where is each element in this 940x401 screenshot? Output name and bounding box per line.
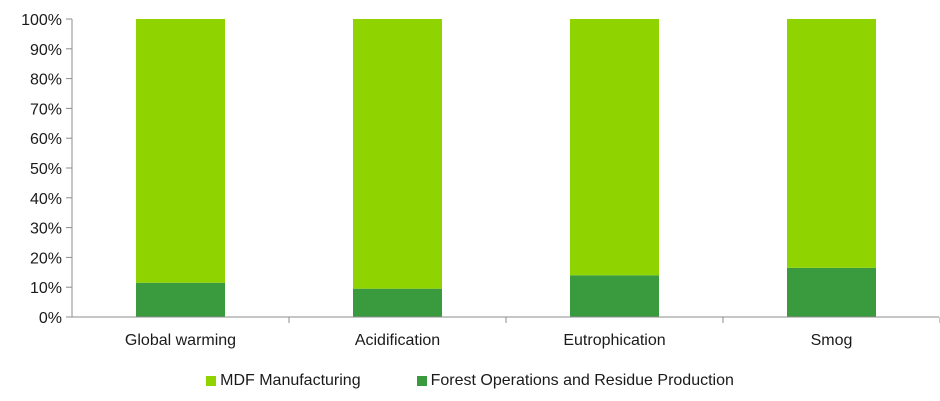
bar-smog-mdf-manufacturing <box>787 19 876 268</box>
legend-swatch-forest-operations <box>416 376 427 386</box>
bar-acidification-mdf-manufacturing <box>353 19 442 289</box>
y-tick-label: 20% <box>30 250 62 267</box>
y-tick-label: 0% <box>39 310 62 327</box>
ticks-layer: Global warming Acidification Eutrophicatio… <box>21 12 940 349</box>
legend-label-mdf-manufacturing: MDF Manufacturing <box>220 372 361 389</box>
legend-swatch-mdf-manufacturing <box>206 376 217 386</box>
x-tick-label-acidification: Acidification <box>355 332 440 349</box>
y-tick-label: 50% <box>30 161 62 178</box>
bar-acidification-forest-operations-and-residue-production <box>353 288 442 317</box>
x-tick-label-smog: Smog <box>811 332 853 349</box>
bar-smog-forest-operations-and-residue-production <box>787 267 876 317</box>
y-tick-label: 30% <box>30 221 62 238</box>
y-tick-label: 70% <box>30 101 62 118</box>
y-tick-label: 80% <box>30 72 62 89</box>
bar-eutrophication-mdf-manufacturing <box>570 19 659 276</box>
y-tick-label: 10% <box>30 280 62 297</box>
y-tick-label: 60% <box>30 131 62 148</box>
bar-eutrophication-forest-operations-and-residue-production <box>570 275 659 317</box>
bar-global-warming-mdf-manufacturing <box>136 19 225 283</box>
legend-label-forest-operations: Forest Operations and Residue Production <box>430 372 734 389</box>
legend: MDF Manufacturing Forest Operations and … <box>0 372 940 390</box>
bar-global-warming-forest-operations-and-residue-production <box>136 282 225 317</box>
y-tick-label: 90% <box>30 42 62 59</box>
bars-layer <box>136 19 876 317</box>
x-tick-label-global-warming: Global warming <box>125 332 236 349</box>
y-tick-label: 40% <box>30 191 62 208</box>
legend-item-forest-operations: Forest Operations and Residue Production <box>416 372 734 390</box>
y-tick-label: 100% <box>21 12 62 29</box>
legend-item-mdf-manufacturing: MDF Manufacturing <box>206 372 361 390</box>
x-tick-label-eutrophication: Eutrophication <box>563 332 665 349</box>
